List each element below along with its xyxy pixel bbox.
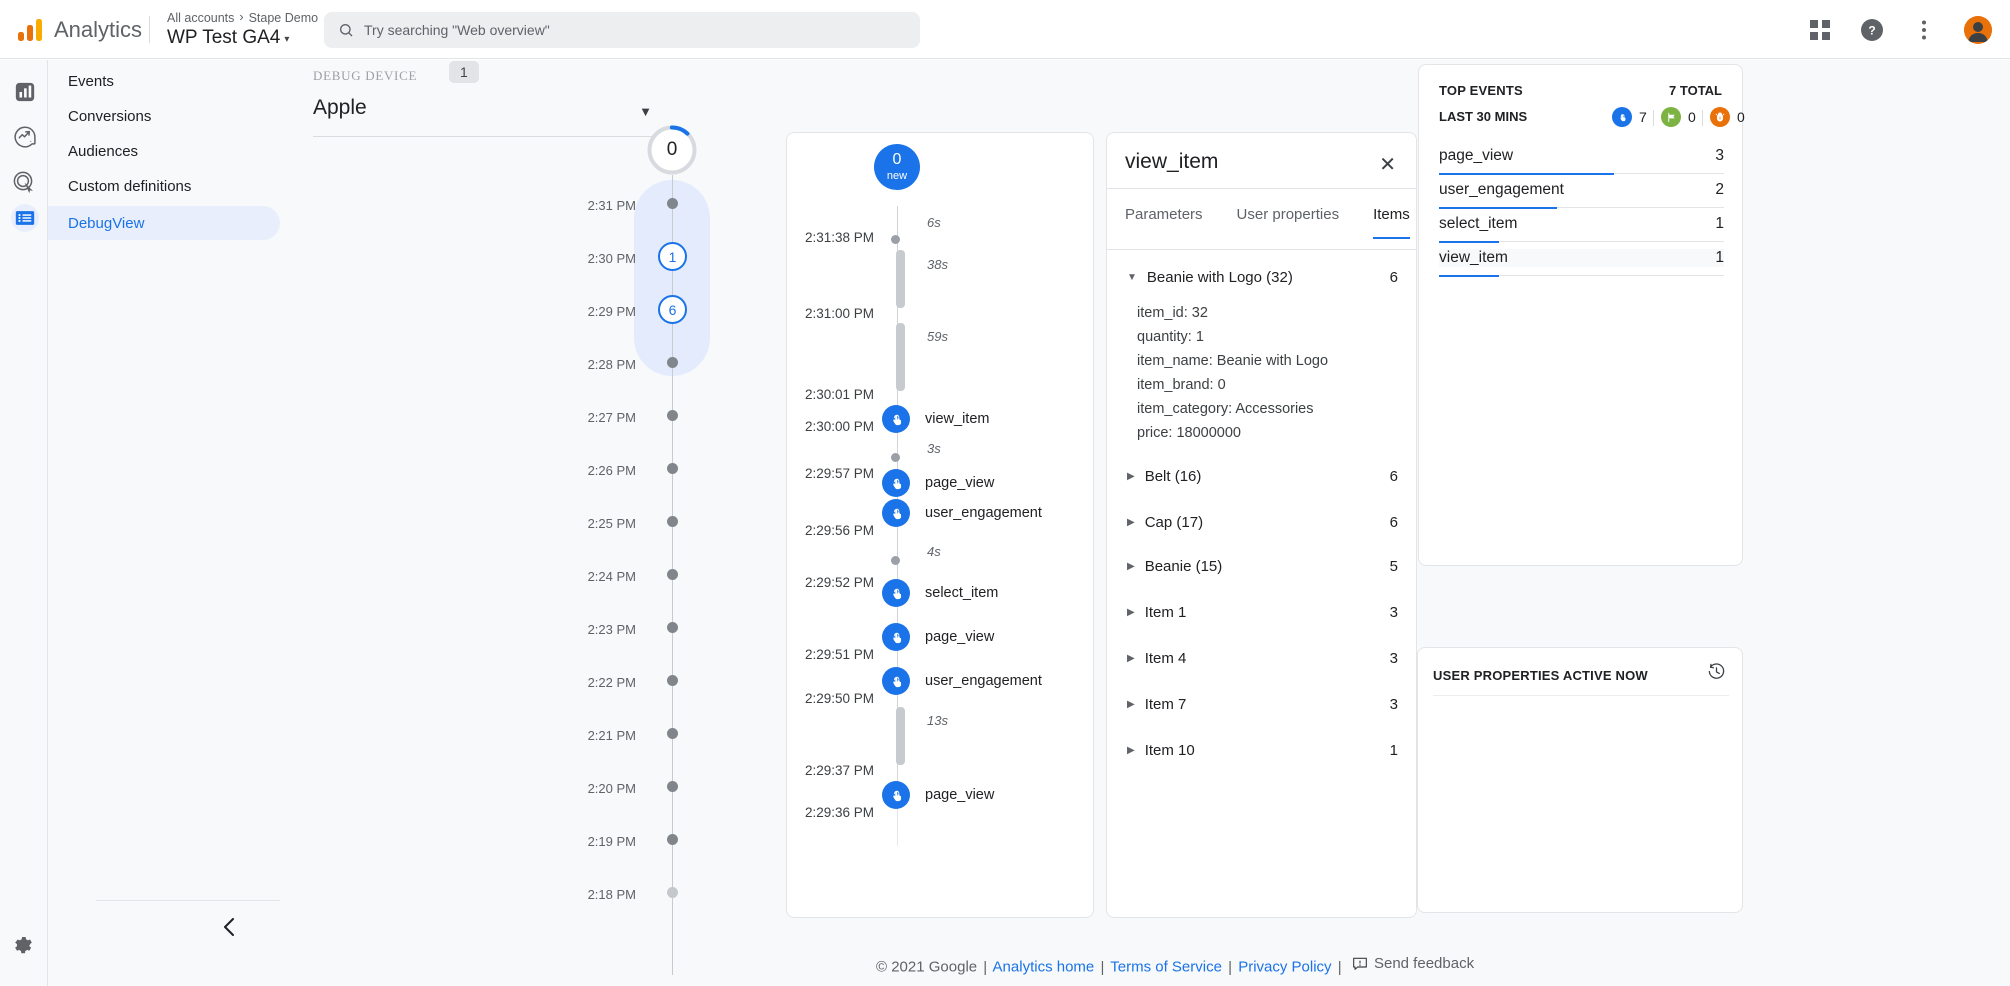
svg-text:?: ?: [1868, 23, 1875, 37]
